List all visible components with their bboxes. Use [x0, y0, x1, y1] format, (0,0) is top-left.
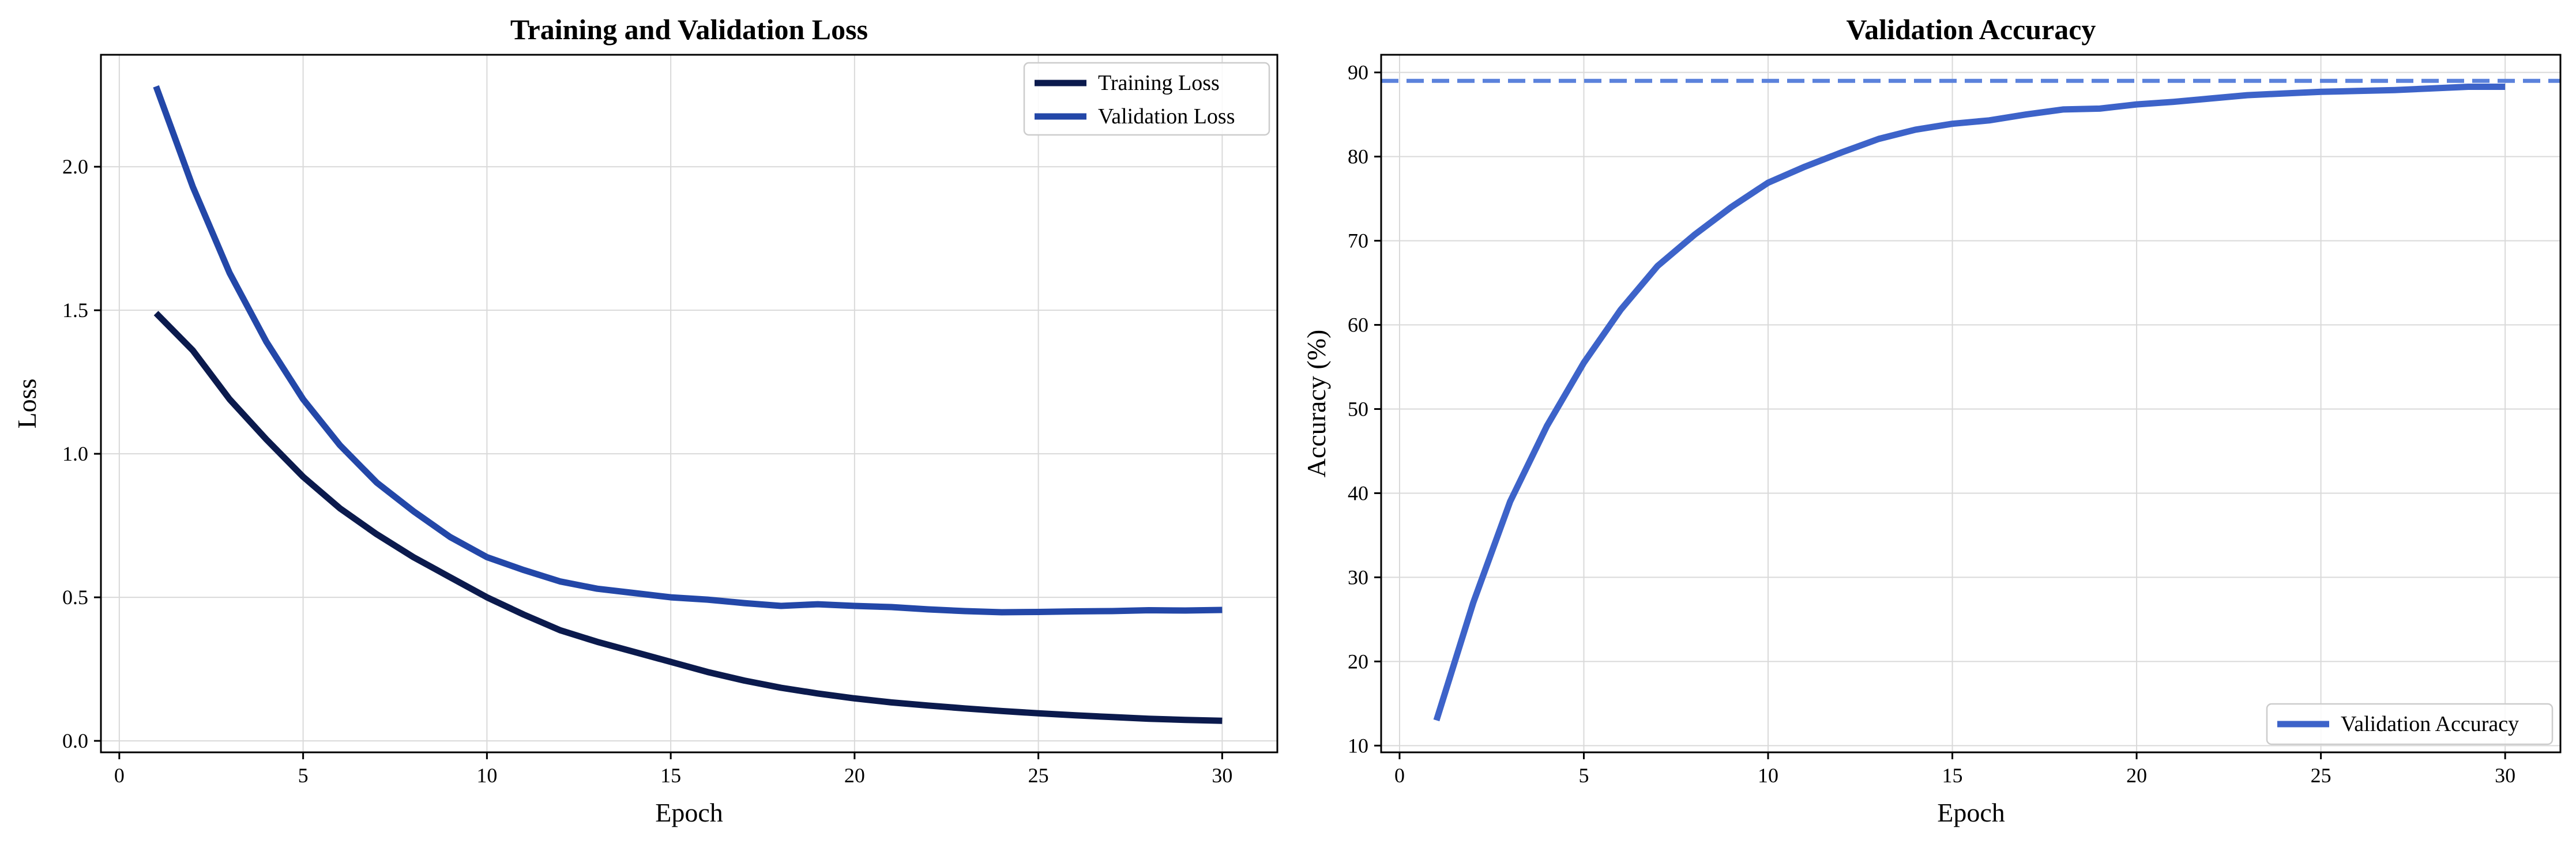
loss-chart-legend-label-1: Validation Loss	[1098, 104, 1235, 129]
loss-chart-series	[153, 85, 1223, 724]
accuracy-chart-xtick-label: 30	[2495, 764, 2515, 787]
loss-chart-ytick-label: 2.0	[62, 155, 88, 178]
accuracy-chart-title: Validation Accuracy	[1847, 13, 2096, 46]
accuracy-chart-ytick-label: 50	[1348, 397, 1368, 420]
loss-chart-xlabel: Epoch	[655, 798, 723, 827]
accuracy-chart-legend-label-0: Validation Accuracy	[2341, 712, 2519, 736]
loss-chart-panel: Training and Validation Loss Epoch Loss …	[12, 13, 1278, 827]
accuracy-chart-ylabel: Accuracy (%)	[1302, 330, 1331, 478]
accuracy-chart-ticks: 0 5 10 15 20 25 30 10 20 30 40 50 60 70 80 90	[1348, 61, 2515, 787]
accuracy-chart-legend: Validation Accuracy	[2266, 703, 2554, 745]
accuracy-chart-xtick-label: 20	[2126, 764, 2147, 787]
loss-chart-xtick-label: 25	[1028, 764, 1049, 787]
loss-chart-xtick-label: 10	[476, 764, 497, 787]
accuracy-chart-series-line-0	[1433, 84, 2506, 722]
accuracy-chart-ytick-label: 30	[1348, 566, 1368, 589]
loss-chart-ytick-label: 0.5	[62, 586, 88, 609]
accuracy-chart-axes-frame	[1380, 54, 2562, 753]
accuracy-chart-ytick-label: 40	[1348, 481, 1368, 504]
accuracy-chart-xtick-label: 5	[1578, 764, 1589, 787]
loss-chart-xtick-label: 30	[1212, 764, 1232, 787]
accuracy-chart-grid	[1381, 55, 2560, 752]
loss-chart-ytick-label: 1.0	[62, 442, 88, 465]
loss-chart-xtick-label: 5	[298, 764, 309, 787]
accuracy-chart-panel: Validation Accuracy Epoch Accuracy (%) 0…	[1302, 13, 2562, 827]
loss-chart-series-line-0	[153, 311, 1223, 724]
accuracy-chart-xtick-label: 10	[1758, 764, 1778, 787]
loss-chart-ticks: 0 5 10 15 20 25 30 0.0 0.5 1.0 1.5 2.0	[62, 155, 1232, 787]
accuracy-chart-xtick-label: 15	[1942, 764, 1963, 787]
loss-chart-xtick-label: 0	[114, 764, 125, 787]
loss-chart-xtick-label: 15	[660, 764, 681, 787]
loss-chart-series-line-1	[153, 85, 1223, 616]
accuracy-chart-series	[1381, 78, 2560, 722]
accuracy-chart-ytick-label: 60	[1348, 314, 1368, 337]
accuracy-chart-ytick-label: 80	[1348, 145, 1368, 168]
loss-chart-axes-frame	[100, 54, 1278, 753]
loss-chart-legend-label-0: Training Loss	[1098, 71, 1220, 95]
accuracy-chart-xtick-label: 0	[1394, 764, 1405, 787]
loss-chart-title: Training and Validation Loss	[510, 13, 868, 46]
loss-chart-legend: Training Loss Validation Loss	[1023, 62, 1270, 136]
accuracy-chart-ytick-label: 90	[1348, 61, 1368, 84]
accuracy-chart-xtick-label: 25	[2311, 764, 2331, 787]
loss-chart-ylabel: Loss	[12, 379, 42, 429]
accuracy-chart-ytick-label: 20	[1348, 650, 1368, 673]
loss-chart-ytick-label: 1.5	[62, 299, 88, 322]
loss-chart-ytick-label: 0.0	[62, 729, 88, 752]
accuracy-chart-xlabel: Epoch	[1937, 798, 2005, 827]
loss-chart-xtick-label: 20	[844, 764, 865, 787]
accuracy-chart-legend-box	[2266, 703, 2554, 745]
accuracy-chart-ytick-label: 70	[1348, 229, 1368, 253]
accuracy-chart-ytick-label: 10	[1348, 734, 1368, 757]
